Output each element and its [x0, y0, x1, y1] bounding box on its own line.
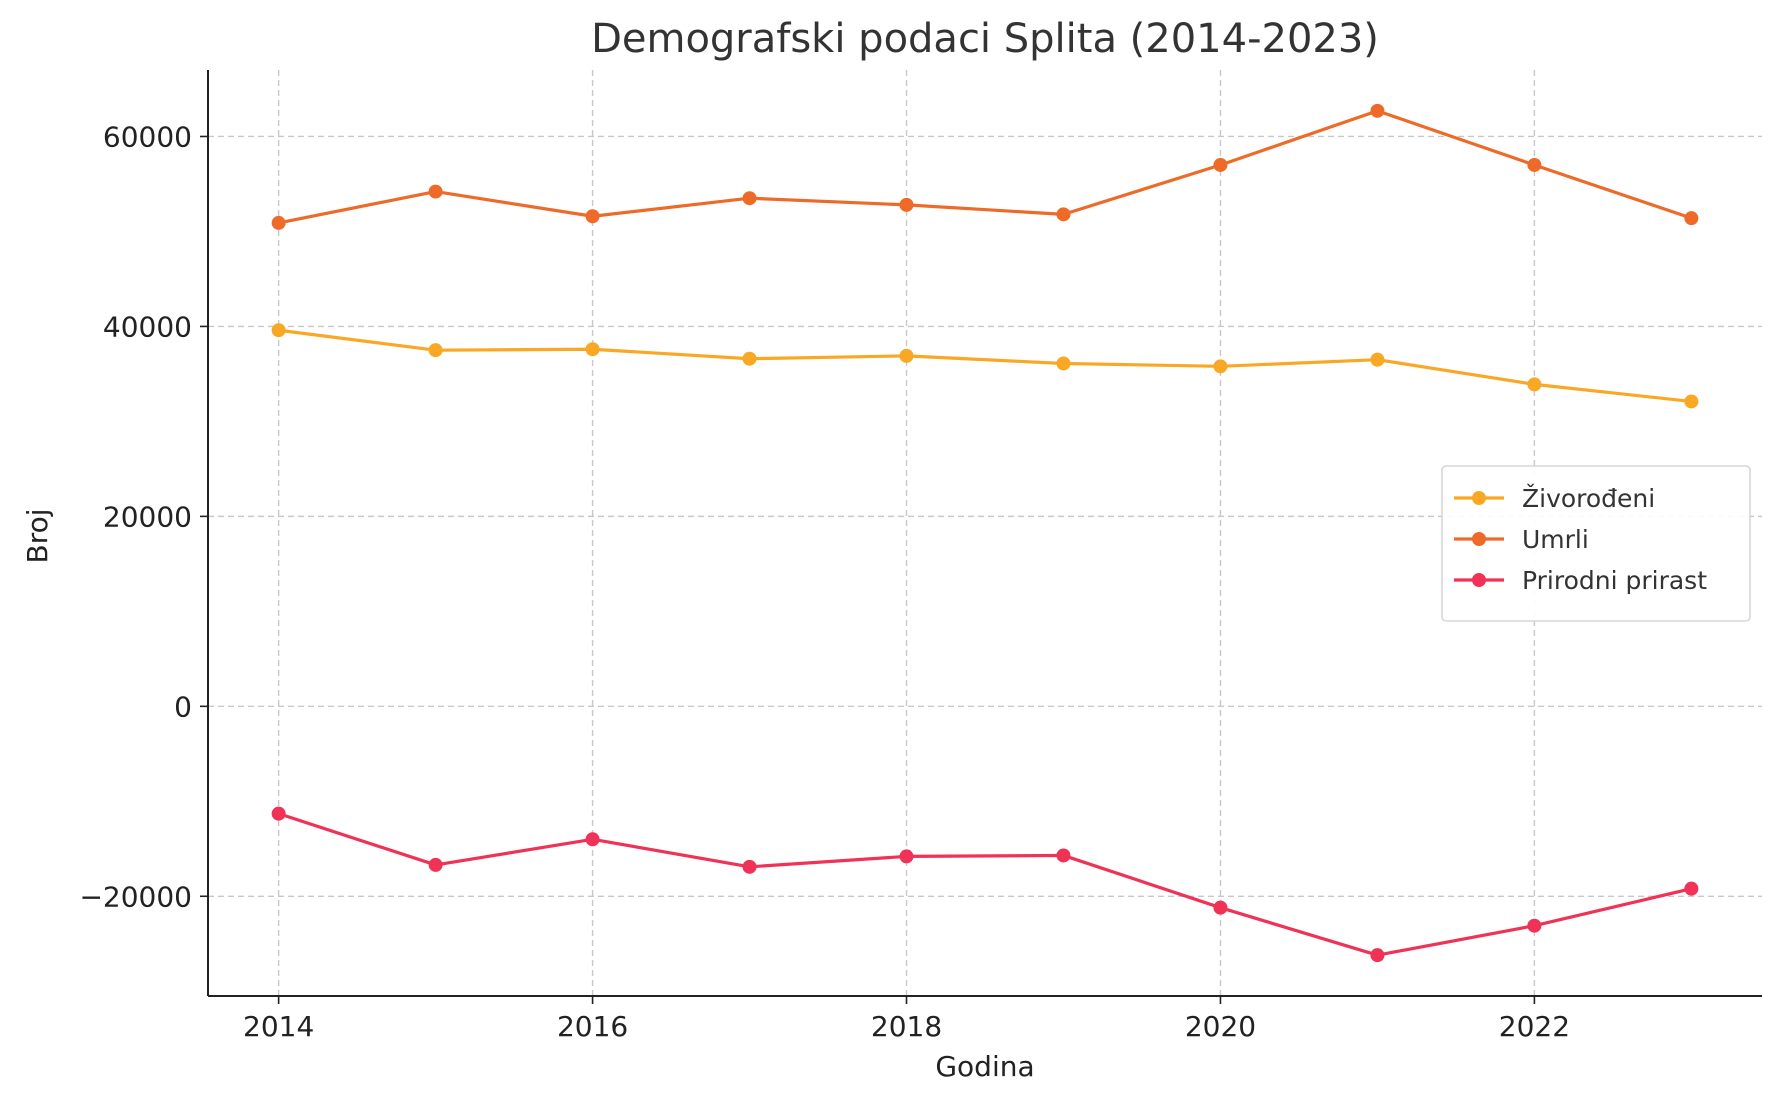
y-tick-label: 20000 — [103, 500, 192, 533]
y-tick-label: 40000 — [103, 310, 192, 343]
legend-marker — [1472, 491, 1486, 505]
ticks: 2014 2016 2018 2020 2022 −20000 0 20000 40000 600… — [79, 120, 1570, 1043]
data-point — [742, 351, 757, 366]
data-point — [1370, 948, 1385, 963]
data-point — [1213, 157, 1228, 172]
data-point — [1213, 359, 1228, 374]
series-2 — [271, 806, 1699, 963]
y-tick-label: 0 — [174, 690, 192, 723]
legend-item: Živorođeni — [1454, 484, 1655, 513]
data-point — [585, 342, 600, 357]
legend: Živorođeni Umrli Prirodni prirast — [1441, 465, 1751, 622]
series-line — [278, 109, 1692, 225]
axes — [207, 70, 1762, 997]
data-point — [1684, 881, 1699, 896]
y-tick-label: 60000 — [103, 120, 192, 153]
data-point — [742, 859, 757, 874]
data-point — [428, 857, 443, 872]
data-point — [899, 849, 914, 864]
y-tick-label: −20000 — [79, 880, 192, 913]
x-tick-label: 2020 — [1185, 1010, 1256, 1043]
data-point — [271, 215, 286, 230]
legend-box — [1441, 465, 1751, 622]
x-tick-label: 2014 — [243, 1010, 314, 1043]
series-line — [278, 328, 1692, 404]
legend-marker — [1472, 573, 1486, 587]
legend-item: Umrli — [1454, 525, 1589, 554]
series-1 — [271, 103, 1699, 230]
data-point — [1056, 848, 1071, 863]
data-point — [428, 343, 443, 358]
data-point — [428, 184, 443, 199]
data-point — [1527, 377, 1542, 392]
x-tick-label: 2016 — [557, 1010, 628, 1043]
data-point — [1684, 394, 1699, 409]
data-point — [585, 832, 600, 847]
data-point — [1684, 211, 1699, 226]
series-line — [278, 812, 1692, 957]
data-point — [585, 209, 600, 224]
data-point — [271, 806, 286, 821]
y-axis-label: Broj — [21, 508, 54, 563]
data-point — [1056, 356, 1071, 371]
data-point — [742, 191, 757, 206]
data-point — [1213, 900, 1228, 915]
series-layer — [271, 103, 1699, 963]
legend-label: Umrli — [1522, 525, 1589, 554]
data-point — [1527, 918, 1542, 933]
data-point — [1370, 103, 1385, 118]
series-0 — [271, 323, 1699, 409]
data-point — [899, 197, 914, 212]
chart-title: Demografski podaci Splita (2014-2023) — [591, 16, 1379, 62]
legend-marker — [1472, 532, 1486, 546]
data-point — [1056, 207, 1071, 222]
legend-label: Prirodni prirast — [1522, 566, 1707, 595]
data-point — [1370, 352, 1385, 367]
data-point — [271, 323, 286, 338]
x-tick-label: 2022 — [1499, 1010, 1570, 1043]
x-tick-label: 2018 — [871, 1010, 942, 1043]
data-point — [1527, 157, 1542, 172]
legend-label: Živorođeni — [1522, 484, 1655, 513]
legend-item: Prirodni prirast — [1454, 566, 1707, 595]
data-point — [899, 348, 914, 363]
x-axis-label: Godina — [935, 1050, 1034, 1083]
